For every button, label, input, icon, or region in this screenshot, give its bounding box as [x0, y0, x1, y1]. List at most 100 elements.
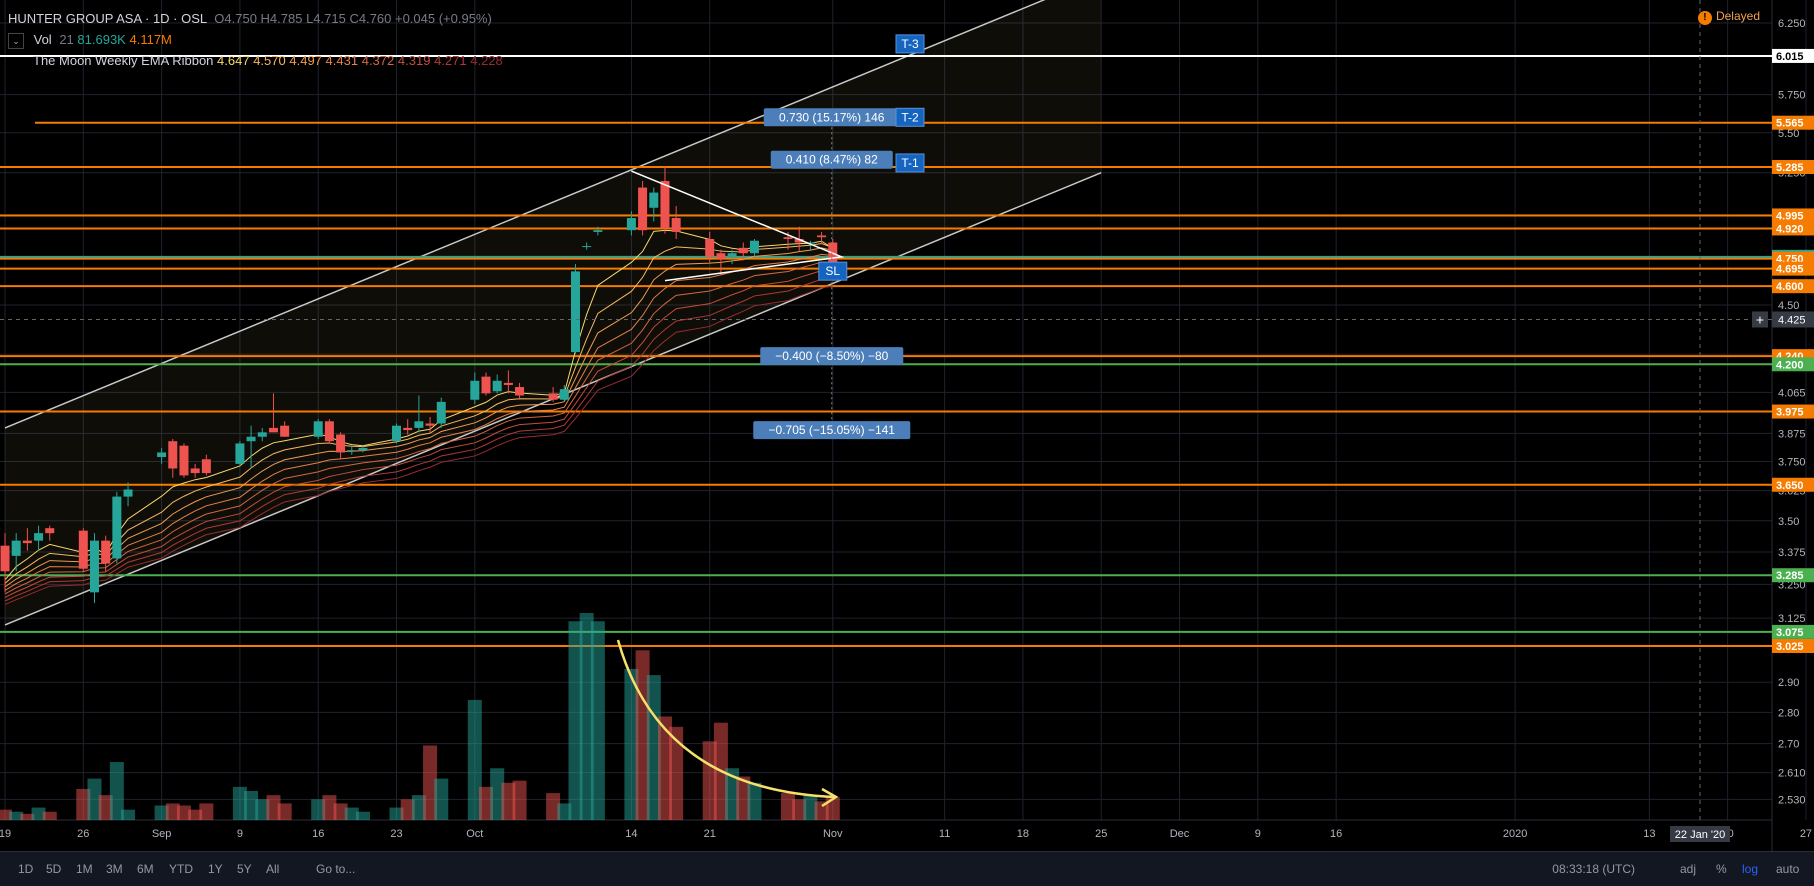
volume-bar — [546, 793, 561, 820]
target-label-box[interactable] — [895, 34, 925, 54]
range-1d[interactable]: 1D — [18, 862, 34, 876]
candle-body[interactable] — [660, 180, 670, 229]
candle-body[interactable] — [358, 447, 368, 451]
candle-body[interactable] — [470, 380, 480, 400]
candle-body[interactable] — [123, 489, 133, 497]
candle-body[interactable] — [0, 545, 10, 572]
volume-label[interactable]: Vol — [33, 32, 52, 47]
candle-body[interactable] — [11, 540, 21, 556]
auto-toggle[interactable]: auto — [1776, 862, 1800, 876]
candle-body[interactable] — [235, 443, 245, 464]
candle-body[interactable] — [157, 452, 167, 457]
candle-body[interactable] — [582, 246, 592, 248]
range-3m[interactable]: 3M — [106, 862, 123, 876]
target-label-box[interactable] — [895, 153, 925, 173]
candle-body[interactable] — [112, 496, 122, 559]
candle-body[interactable] — [738, 247, 748, 254]
percent-toggle[interactable]: % — [1716, 862, 1727, 876]
volume-decline-arrow[interactable] — [616, 639, 836, 799]
target-label-text: SL — [825, 264, 840, 278]
crosshair-price-tag — [1772, 311, 1814, 328]
candle-body[interactable] — [817, 235, 827, 238]
range-ytd[interactable]: YTD — [169, 862, 193, 876]
adj-toggle[interactable]: adj — [1680, 862, 1697, 876]
range-all[interactable]: All — [266, 862, 280, 876]
volume-bar — [490, 768, 505, 820]
candle-body[interactable] — [45, 528, 55, 534]
candle-body[interactable] — [168, 441, 178, 469]
range-5y[interactable]: 5Y — [237, 862, 252, 876]
candle-body[interactable] — [336, 434, 346, 453]
candle-body[interactable] — [89, 540, 99, 593]
candle-body[interactable] — [414, 421, 424, 428]
candle-body[interactable] — [436, 401, 446, 424]
candle-body[interactable] — [313, 421, 323, 437]
candle-body[interactable] — [749, 240, 759, 254]
candle-body[interactable] — [593, 230, 603, 232]
candle-body[interactable] — [190, 468, 200, 474]
log-toggle[interactable]: log — [1742, 862, 1759, 876]
candle-body[interactable] — [515, 387, 525, 396]
candle-body[interactable] — [705, 238, 715, 257]
measure-label-box[interactable] — [763, 108, 900, 127]
measure-label-text: 0.410 (8.47%) 82 — [786, 153, 878, 167]
range-1m[interactable]: 1M — [76, 862, 93, 876]
candle-body[interactable] — [570, 271, 580, 353]
candle-body[interactable] — [78, 530, 88, 569]
candle-body[interactable] — [727, 253, 737, 257]
candle-body[interactable] — [392, 425, 402, 442]
candle-body[interactable] — [649, 192, 659, 208]
symbol-title[interactable]: HUNTER GROUP ASA · 1D · OSL — [8, 11, 207, 26]
volume-bar — [434, 778, 449, 820]
level-price-tag — [1772, 115, 1814, 130]
candle-body[interactable] — [671, 218, 681, 232]
goto-button[interactable]: Go to... — [316, 862, 356, 876]
candle-body[interactable] — [347, 450, 357, 452]
candle-body[interactable] — [268, 427, 278, 433]
range-6m[interactable]: 6M — [137, 862, 154, 876]
target-label-box[interactable] — [895, 107, 925, 127]
candle-body[interactable] — [548, 393, 558, 400]
candle-body[interactable] — [626, 218, 636, 231]
candle-body[interactable] — [425, 423, 435, 426]
candle-body[interactable] — [101, 540, 111, 564]
candle-body[interactable] — [492, 380, 502, 392]
ema-label[interactable]: The Moon Weekly EMA Ribbon — [33, 53, 214, 68]
range-5d[interactable]: 5D — [46, 862, 62, 876]
level-price-tag — [1772, 624, 1814, 639]
target-label-box[interactable] — [818, 261, 848, 281]
candle-body[interactable] — [828, 242, 838, 263]
ema-value: 4.570 — [253, 53, 286, 68]
candle-body[interactable] — [324, 421, 334, 442]
candle-body[interactable] — [179, 445, 189, 476]
candle-body[interactable] — [559, 389, 569, 400]
candle-body[interactable] — [794, 238, 804, 243]
candle-body[interactable] — [246, 436, 256, 442]
candle-body[interactable] — [403, 427, 413, 431]
x-tick-label: 9 — [1255, 828, 1261, 840]
candle-body[interactable] — [34, 533, 44, 541]
candle-body[interactable] — [201, 459, 211, 474]
candle-body[interactable] — [716, 253, 726, 259]
candle-body[interactable] — [280, 425, 290, 437]
candle-body[interactable] — [257, 432, 267, 437]
triangle-pattern[interactable] — [631, 170, 845, 282]
delayed-badge[interactable]: ! Delayed — [1697, 9, 1760, 25]
candle-body[interactable] — [503, 382, 513, 385]
ema-value: 4.647 — [217, 53, 250, 68]
volume-bar — [87, 778, 102, 820]
plus-icon[interactable] — [1752, 311, 1768, 328]
collapse-icon[interactable]: ⌄ — [8, 32, 24, 49]
volume-bar — [467, 699, 482, 820]
clock-timezone[interactable]: 08:33:18 (UTC) — [1552, 862, 1635, 876]
candle-body[interactable] — [783, 237, 793, 239]
candle-body[interactable] — [638, 187, 648, 231]
measure-label-box[interactable] — [753, 421, 911, 440]
range-1y[interactable]: 1Y — [208, 862, 223, 876]
candle-body[interactable] — [805, 242, 815, 244]
candle-body[interactable] — [481, 376, 491, 394]
candle-body[interactable] — [22, 540, 32, 544]
measure-label-box[interactable] — [760, 347, 904, 366]
measure-label-box[interactable] — [770, 150, 893, 169]
